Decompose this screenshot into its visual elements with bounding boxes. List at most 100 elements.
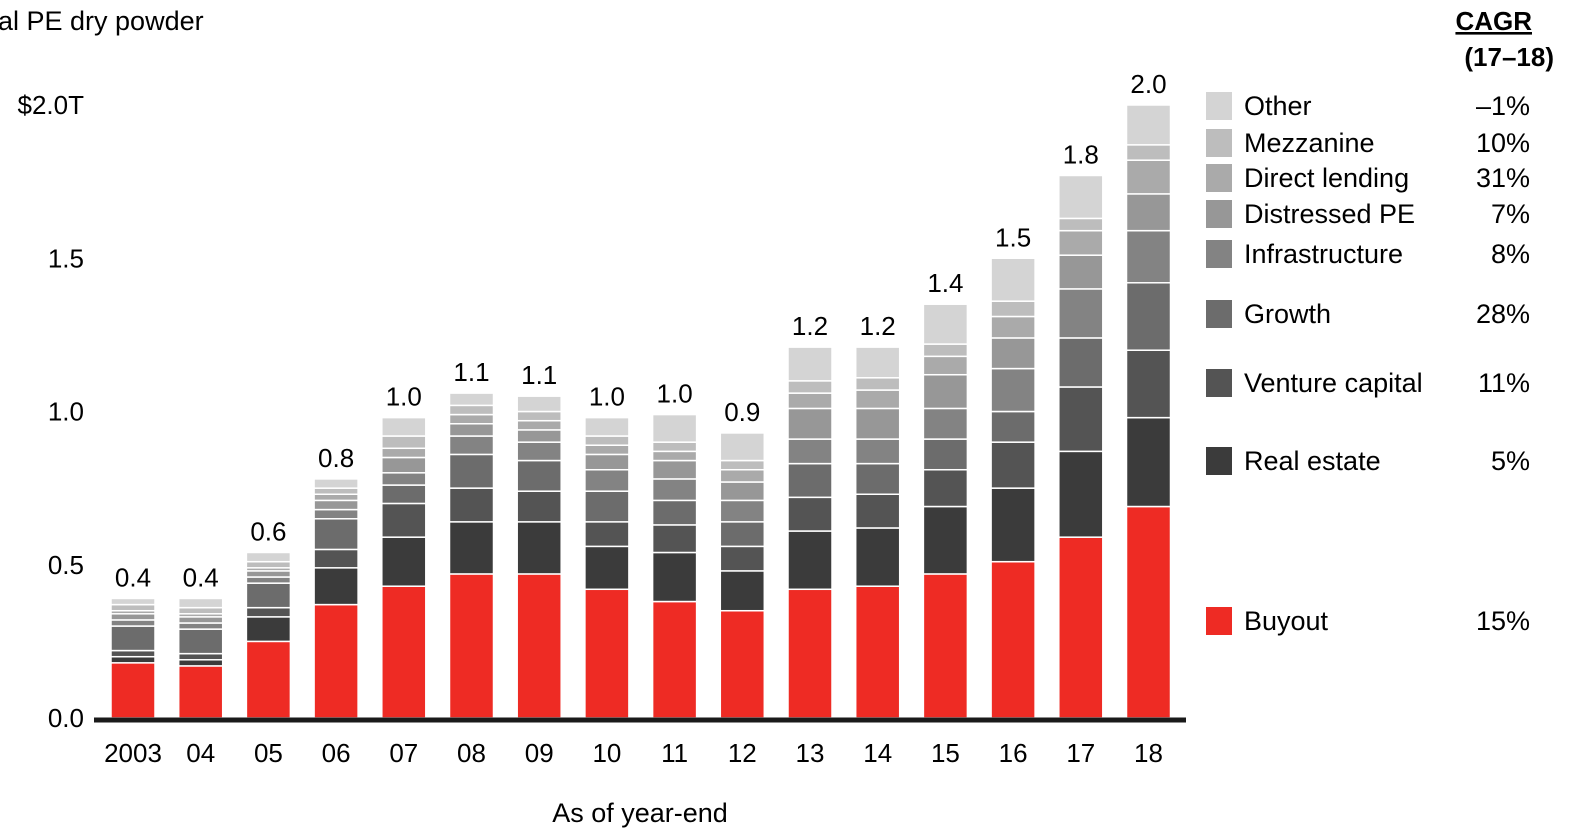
bar-segment-real-estate — [787, 530, 833, 591]
bar-segment-mezzanine — [110, 603, 156, 612]
bar-segment-buyout — [990, 560, 1036, 719]
bar-stacks — [110, 104, 1172, 719]
bar-segment-infrastructure — [1125, 229, 1172, 284]
bar-segment-real-estate — [854, 527, 901, 587]
bar-stack-10 — [584, 416, 630, 719]
bar-segment-venture-capital — [922, 468, 969, 508]
bar-segment-growth — [787, 462, 833, 499]
x-tick-label: 13 — [796, 738, 825, 768]
bar-segment-infrastructure — [651, 478, 698, 502]
legend-label: Infrastructure — [1244, 239, 1403, 269]
bar-segment-direct-lending — [516, 419, 562, 431]
bar-segment-growth — [245, 582, 292, 609]
bar-segment-growth — [1058, 337, 1104, 388]
bar-segment-infrastructure — [787, 438, 833, 465]
x-axis-ticks: 2003 04 05 06 07 08 09 10 11 12 13 14 15 16 17 18 — [104, 738, 1163, 768]
bar-segment-mezzanine — [584, 435, 630, 446]
bar-segment-distressed-pe — [448, 423, 495, 437]
bar-segment-growth — [584, 490, 630, 523]
legend-swatch — [1206, 129, 1232, 157]
legend-swatch — [1206, 447, 1232, 475]
bar-segment-real-estate — [719, 570, 766, 612]
bar-segment-buyout — [584, 588, 630, 719]
bar-segment-growth — [381, 484, 427, 505]
bar-segment-real-estate — [584, 545, 630, 591]
bar-segment-real-estate — [922, 505, 969, 575]
bar-segment-growth — [922, 438, 969, 471]
legend-swatch — [1206, 607, 1232, 635]
x-tick-label: 17 — [1066, 738, 1095, 768]
bar-segment-buyout — [245, 640, 292, 719]
legend-cagr-value: 11% — [1478, 368, 1530, 398]
bar-segment-real-estate — [245, 616, 292, 643]
bar-segment-mezzanine — [651, 441, 698, 453]
bar-segment-venture-capital — [381, 502, 427, 538]
x-tick-label: 05 — [254, 738, 283, 768]
bar-segment-mezzanine — [177, 606, 224, 615]
x-tick-label: 09 — [525, 738, 554, 768]
bar-total-label: 0.9 — [724, 397, 760, 427]
bar-segment-real-estate — [1058, 450, 1104, 538]
bar-segment-infrastructure — [854, 438, 901, 465]
x-tick-label: 2003 — [104, 738, 162, 768]
bar-segment-distressed-pe — [1125, 193, 1172, 232]
bar-segment-growth — [854, 462, 901, 496]
bar-segment-mezzanine — [922, 343, 969, 358]
bar-segment-venture-capital — [245, 606, 292, 618]
bar-segment-mezzanine — [854, 377, 901, 391]
bar-segment-buyout — [854, 585, 901, 719]
bar-segment-venture-capital — [516, 490, 562, 523]
bar-segment-distressed-pe — [990, 337, 1036, 370]
legend-item-real-estate: Real estate 5% — [1206, 446, 1530, 476]
bar-segment-other — [584, 416, 630, 437]
bar-segment-other — [1058, 174, 1104, 220]
bar-segment-infrastructure — [448, 435, 495, 456]
bar-segment-other — [381, 416, 427, 437]
bar-segment-buyout — [110, 662, 156, 719]
bar-segment-other — [448, 392, 495, 407]
legend-cagr-value: 10% — [1476, 128, 1530, 158]
bar-segment-real-estate — [177, 659, 224, 667]
y-tick-label: 0.0 — [48, 703, 84, 733]
bar-segment-infrastructure — [516, 441, 562, 462]
legend-cagr-value: 15% — [1476, 606, 1530, 636]
bar-segment-growth — [177, 628, 224, 655]
legend-cagr-value: 31% — [1476, 163, 1530, 193]
legend-swatch — [1206, 164, 1232, 192]
bar-segment-infrastructure — [381, 472, 427, 486]
bar-segment-mezzanine — [448, 404, 495, 416]
legend-label: Direct lending — [1244, 163, 1409, 193]
bar-segment-real-estate — [651, 551, 698, 603]
bar-segment-other — [313, 478, 359, 489]
bar-segment-direct-lending — [381, 447, 427, 459]
bar-segment-venture-capital — [313, 548, 359, 569]
bar-segment-buyout — [1058, 536, 1104, 719]
bar-stack-13 — [787, 346, 833, 719]
bar-segment-venture-capital — [177, 652, 224, 661]
bar-segment-direct-lending — [651, 450, 698, 462]
bar-segment-real-estate — [448, 521, 495, 575]
bar-segment-infrastructure — [245, 576, 292, 584]
legend-item-mezzanine: Mezzanine 10% — [1206, 128, 1530, 158]
bar-segment-mezzanine — [719, 459, 766, 471]
y-tick-label: $2.0T — [18, 90, 85, 120]
bar-segment-direct-lending — [854, 389, 901, 410]
bar-segment-mezzanine — [1058, 217, 1104, 232]
x-tick-label: 15 — [931, 738, 960, 768]
bar-stack-18 — [1125, 104, 1172, 719]
bar-segment-other — [177, 597, 224, 609]
y-tick-label: 0.5 — [48, 550, 84, 580]
bar-segment-buyout — [448, 573, 495, 719]
bar-segment-real-estate — [990, 487, 1036, 563]
bar-segment-infrastructure — [110, 619, 156, 627]
legend-swatch — [1206, 200, 1232, 228]
bar-stack-09 — [516, 395, 562, 719]
bar-segment-mezzanine — [787, 380, 833, 394]
bar-segment-direct-lending — [1058, 229, 1104, 256]
bar-segment-direct-lending — [448, 413, 495, 425]
bar-segment-distressed-pe — [584, 453, 630, 471]
bar-segment-buyout — [787, 588, 833, 719]
bar-segment-real-estate — [313, 567, 359, 606]
bar-segment-infrastructure — [1058, 288, 1104, 339]
legend-cagr-value: 28% — [1476, 299, 1530, 329]
